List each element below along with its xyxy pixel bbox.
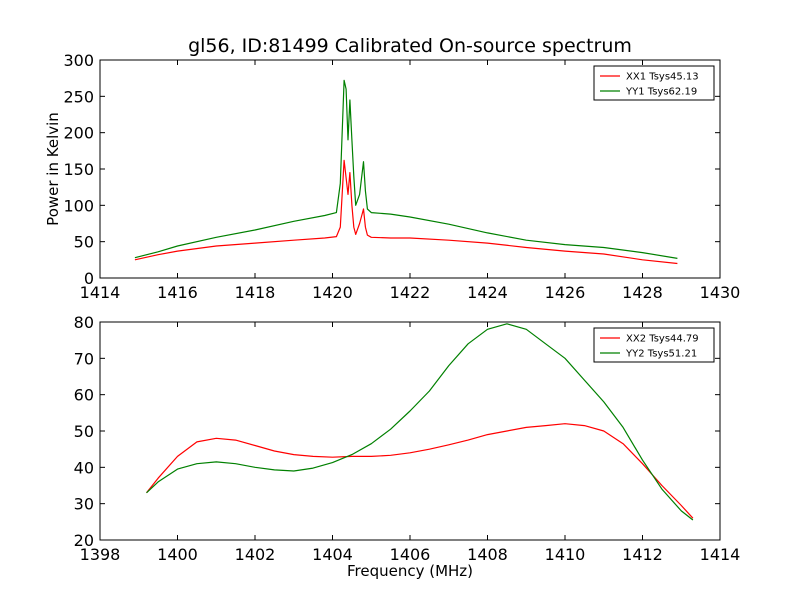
top-xtick-label: 1416 [157, 283, 198, 302]
bottom-xtick-label: 1402 [235, 545, 276, 564]
top-ylabel: Power in Kelvin [44, 112, 62, 226]
bottom-xtick-label: 1410 [545, 545, 586, 564]
bottom-xtick-label: 1400 [157, 545, 198, 564]
bottom-xtick-label: 1406 [390, 545, 431, 564]
top-xtick-label: 1418 [235, 283, 276, 302]
bottom-xtick-label: 1408 [467, 545, 508, 564]
top-legend-label-1: XX1 Tsys45.13 [626, 72, 699, 83]
top-xtick-label: 1426 [545, 283, 586, 302]
bottom-xtick-label: 1398 [80, 545, 121, 564]
top-legend-box [593, 65, 715, 101]
bottom-ytick-label: 60 [74, 386, 94, 405]
top-ytick-label: 0 [84, 269, 94, 288]
top-series-line-1 [134, 159, 678, 265]
bottom-xtick-label: 1412 [622, 545, 663, 564]
bottom-legend-label-2: YY2 Tsys51.21 [625, 349, 697, 360]
top-ytick-label: 150 [63, 160, 94, 179]
top-ytick-label: 50 [74, 233, 94, 252]
top-ytick-label: 300 [63, 51, 94, 70]
top-xtick-label: 1428 [622, 283, 663, 302]
bottom-ytick-label: 80 [74, 313, 94, 332]
bottom-legend-box [593, 327, 715, 363]
top-xtick-label: 1430 [700, 283, 741, 302]
bottom-ytick-label: 70 [74, 349, 94, 368]
bottom-ytick-label: 20 [74, 531, 94, 550]
bottom-ytick-label: 50 [74, 422, 94, 441]
top-series-line-2 [134, 79, 678, 259]
bottom-series-line-2 [146, 323, 694, 521]
top-xtick-label: 1420 [312, 283, 353, 302]
bottom-series-line-1 [146, 423, 694, 519]
top-ytick-label: 250 [63, 87, 94, 106]
top-legend-label-2: YY1 Tsys62.19 [625, 87, 697, 98]
top-xtick-label: 1422 [390, 283, 431, 302]
top-ytick-label: 200 [63, 124, 94, 143]
bottom-xlabel: Frequency (MHz) [347, 562, 473, 580]
top-xtick-label: 1424 [467, 283, 508, 302]
top-ytick-label: 100 [63, 196, 94, 215]
chart-title: gl56, ID:81499 Calibrated On-source spec… [188, 35, 632, 57]
bottom-ytick-label: 40 [74, 458, 94, 477]
bottom-ytick-label: 30 [74, 495, 94, 514]
bottom-legend-label-1: XX2 Tsys44.79 [626, 334, 699, 345]
bottom-plot: 1398 1400 1402 1404 1406 1408 1410 1412 1414 20 30… [74, 313, 741, 564]
top-plot: 1414 1416 1418 1420 1422 1424 1426 1428 1430 0 50 1… [63, 51, 740, 302]
bottom-xtick-label: 1404 [312, 545, 353, 564]
bottom-xtick-label: 1414 [700, 545, 741, 564]
top-xtick-label: 1414 [80, 283, 121, 302]
